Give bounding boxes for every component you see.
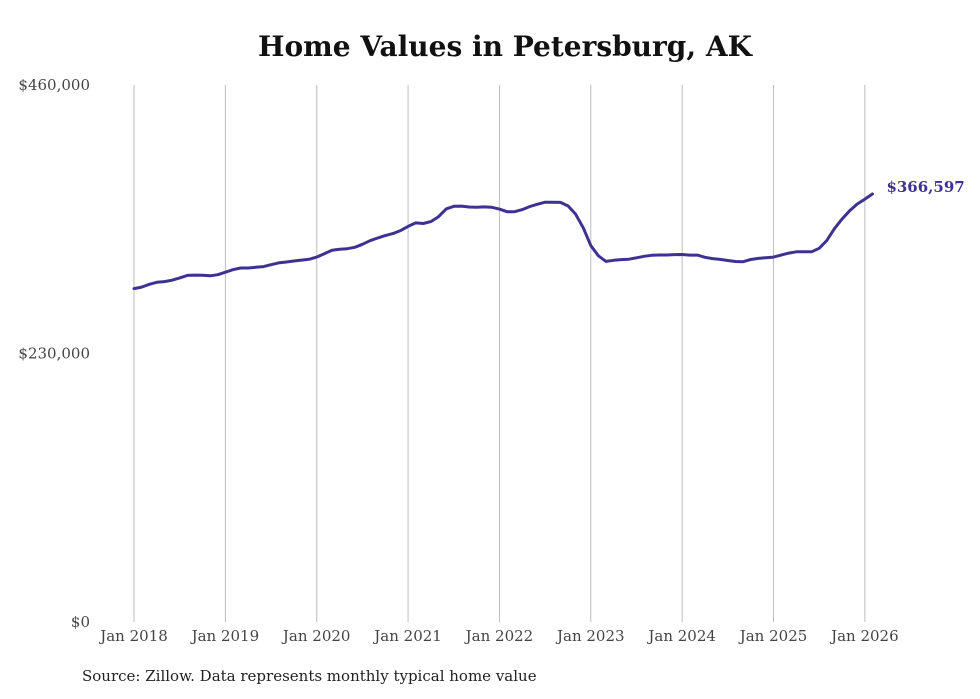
- y-axis-ticks: $0 $230,000 $460,000: [18, 76, 90, 631]
- x-tick-label: Jan 2018: [98, 627, 168, 645]
- x-tick-label: Jan 2022: [464, 627, 534, 645]
- y-tick-label: $460,000: [18, 76, 90, 94]
- x-tick-label: Jan 2023: [555, 627, 625, 645]
- x-tick-label: Jan 2020: [281, 627, 351, 645]
- annotation-layer: $366,597: [886, 178, 964, 196]
- x-tick-label: Jan 2021: [372, 627, 442, 645]
- end-value-label: $366,597: [886, 178, 964, 196]
- x-tick-label: Jan 2019: [190, 627, 260, 645]
- series-layer: [132, 192, 874, 291]
- x-tick-label: Jan 2026: [829, 627, 899, 645]
- series-line: [132, 192, 874, 291]
- x-axis-ticks: Jan 2018 Jan 2019 Jan 2020 Jan 2021 Jan 2022…: [98, 627, 898, 645]
- y-tick-label: $0: [71, 613, 90, 631]
- grid-layer: [133, 85, 866, 622]
- x-tick-label: Jan 2025: [738, 627, 808, 645]
- y-tick-label: $230,000: [18, 345, 90, 363]
- chart-title: Home Values in Petersburg, AK: [258, 30, 752, 63]
- x-tick-label: Jan 2024: [646, 627, 716, 645]
- source-note: Source: Zillow. Data represents monthly …: [82, 667, 537, 685]
